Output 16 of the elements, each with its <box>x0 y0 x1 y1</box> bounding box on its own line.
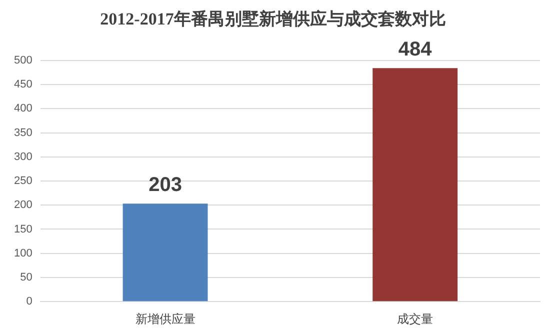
data-label: 203 <box>148 174 182 196</box>
y-tick-label: 50 <box>20 272 32 284</box>
y-tick-label: 200 <box>14 199 32 212</box>
y-tick-label: 250 <box>14 175 32 188</box>
data-label: 484 <box>398 38 433 61</box>
y-tick-label: 450 <box>14 78 32 91</box>
y-tick-label: 400 <box>14 102 32 115</box>
y-tick-label: 100 <box>14 247 32 260</box>
x-tick-label: 新增供应量 <box>135 312 196 326</box>
y-tick-label: 300 <box>14 150 32 163</box>
chart-title: 2012-2017年番禺别墅新增供应与成交套数对比 <box>100 10 446 29</box>
y-tick-label: 0 <box>26 296 32 308</box>
y-tick-label: 500 <box>14 54 32 66</box>
y-tick-label: 150 <box>14 223 32 236</box>
y-tick-label: 350 <box>14 126 32 139</box>
x-tick-label: 成交量 <box>397 312 434 326</box>
